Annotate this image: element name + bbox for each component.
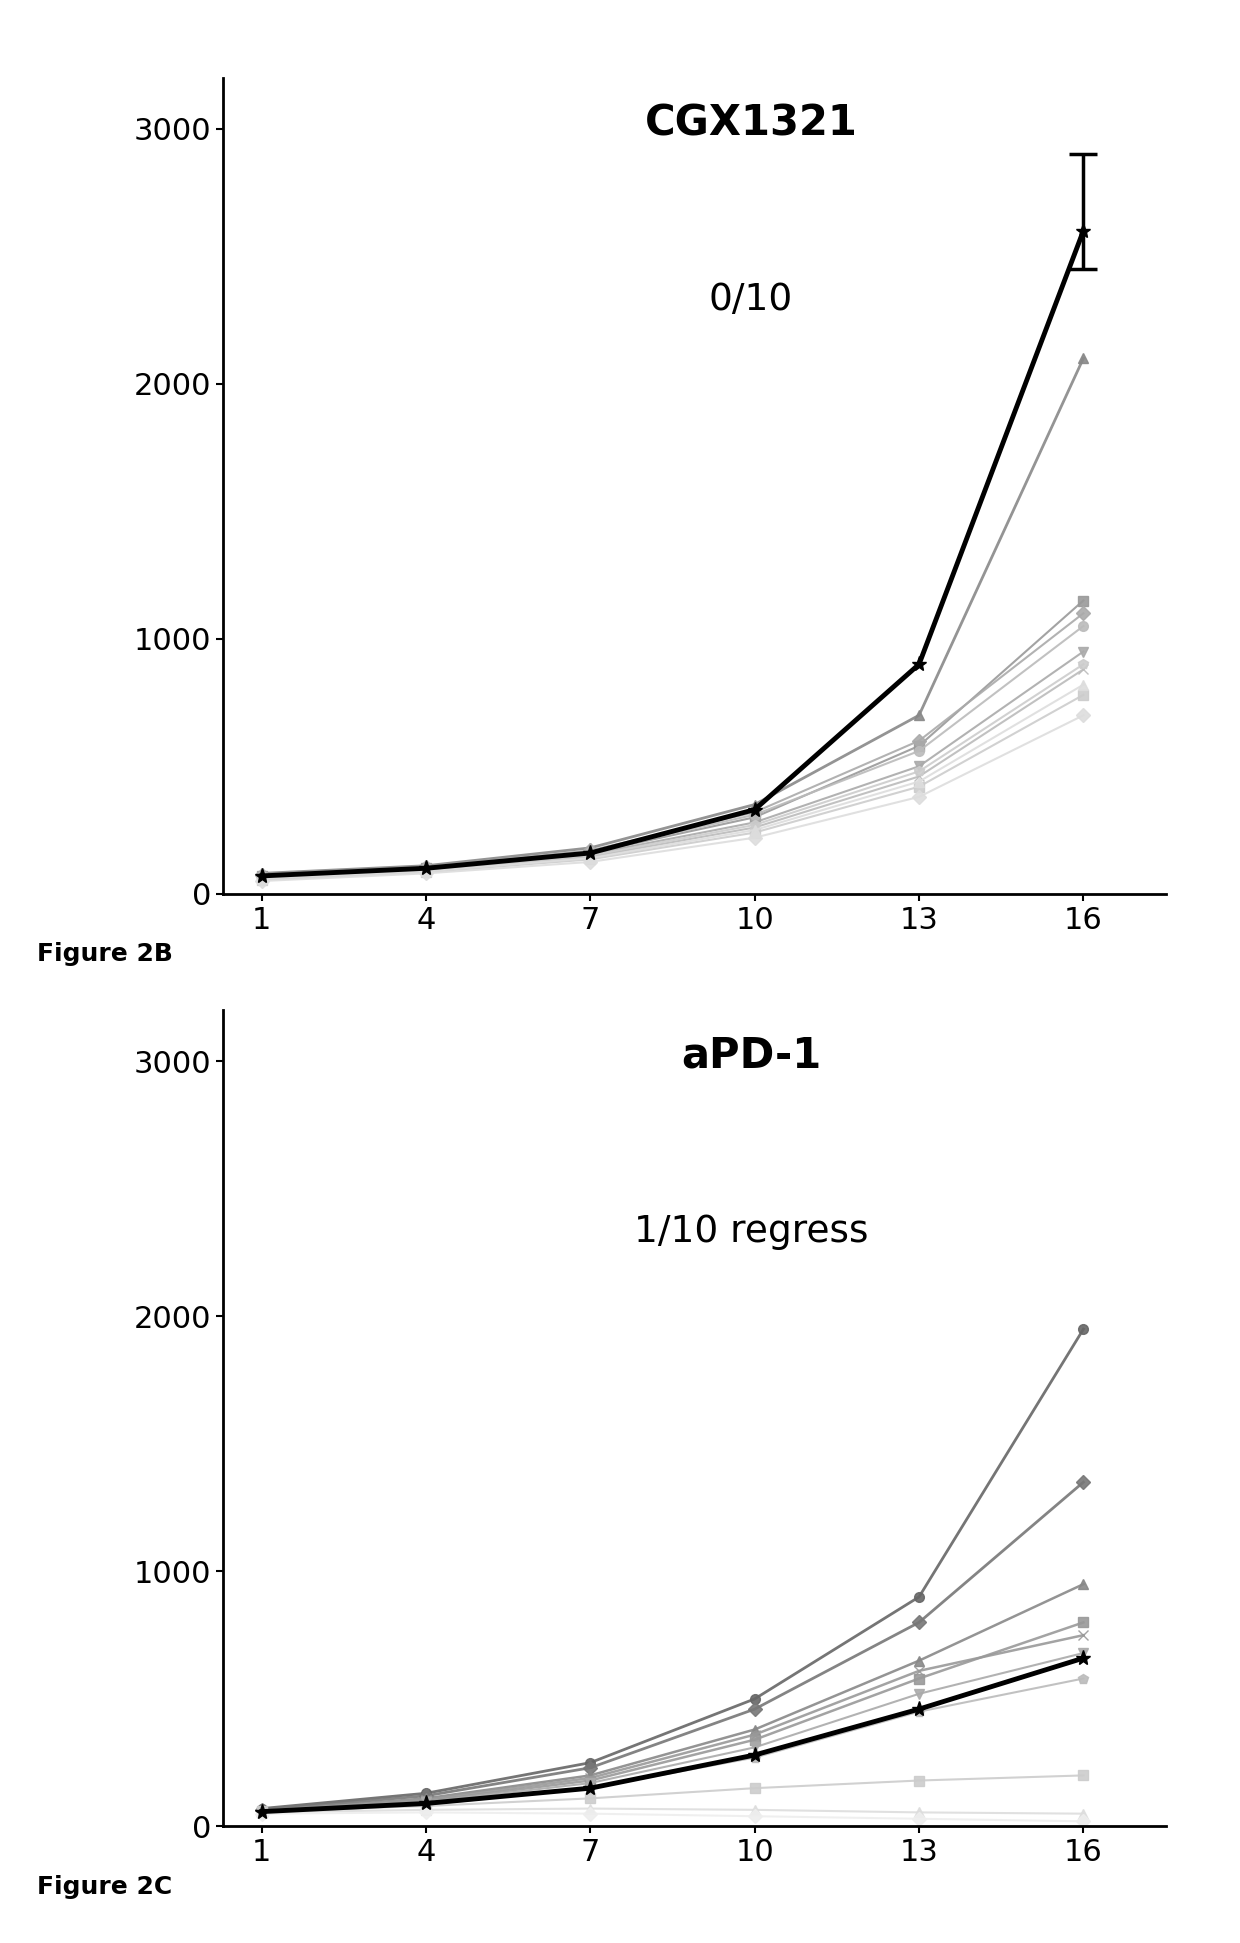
Text: 0/10: 0/10 [709, 282, 794, 319]
Text: Figure 2C: Figure 2C [37, 1875, 172, 1898]
Text: 1/10 regress: 1/10 regress [634, 1214, 868, 1251]
Text: CGX1321: CGX1321 [645, 103, 857, 144]
Text: aPD-1: aPD-1 [681, 1036, 821, 1076]
Text: Figure 2B: Figure 2B [37, 942, 174, 966]
